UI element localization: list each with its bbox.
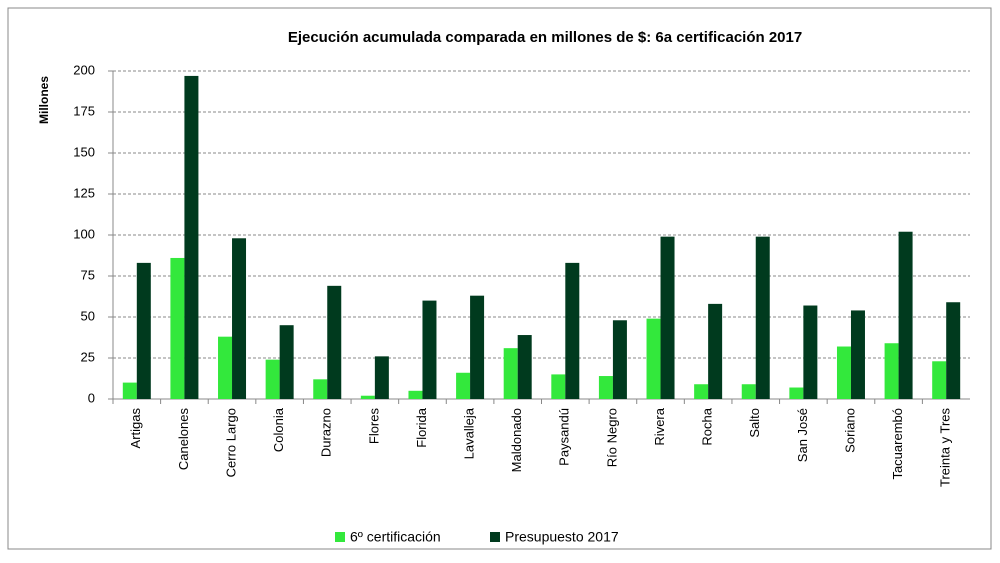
- legend-label: Presupuesto 2017: [505, 529, 619, 545]
- y-tick-label: 200: [73, 62, 95, 77]
- y-tick-label: 175: [73, 103, 95, 118]
- bar: [551, 374, 566, 399]
- bar: [184, 75, 199, 400]
- x-tick-label: Colonia: [271, 407, 286, 452]
- bar: [122, 382, 137, 399]
- bar: [789, 387, 804, 399]
- bar: [708, 303, 723, 399]
- bar: [660, 236, 675, 399]
- x-tick-label: Treinta y Tres: [938, 408, 953, 487]
- bar: [741, 384, 756, 399]
- bar: [313, 379, 328, 399]
- chart-frame: [7, 7, 992, 550]
- bar: [232, 238, 247, 399]
- bar: [694, 384, 709, 399]
- bar: [456, 372, 471, 399]
- x-tick-label: Paysandú: [557, 408, 572, 466]
- bar: [932, 361, 947, 399]
- bar: [565, 262, 580, 399]
- bar: [646, 318, 661, 399]
- bar: [598, 376, 613, 399]
- bar: [836, 346, 851, 399]
- bar: [884, 343, 899, 399]
- x-tick-label: San José: [795, 408, 810, 462]
- bar: [850, 310, 865, 399]
- x-tick-label: Salto: [747, 408, 762, 438]
- chart-title: Ejecución acumulada comparada en millone…: [288, 29, 802, 46]
- bar: [755, 236, 770, 399]
- x-tick-label: Florida: [414, 407, 429, 448]
- bar: [170, 257, 185, 399]
- y-tick-label: 125: [73, 185, 95, 200]
- bar: [408, 390, 423, 399]
- x-tick-label: Soriano: [842, 408, 857, 453]
- bar: [360, 395, 375, 399]
- y-axis-label: Millones: [37, 76, 51, 124]
- bar: [265, 359, 280, 399]
- bar: [218, 336, 233, 399]
- bar: [946, 302, 961, 399]
- y-tick-label: 75: [81, 267, 95, 282]
- x-tick-label: Rocha: [700, 407, 715, 445]
- bar: [503, 348, 518, 399]
- bar: [422, 300, 437, 399]
- bar: [374, 356, 389, 399]
- bar: [898, 231, 913, 399]
- x-tick-label: Cerro Largo: [223, 408, 238, 477]
- bar: [517, 335, 532, 399]
- y-tick-label: 100: [73, 226, 95, 241]
- x-tick-label: Rivera: [652, 407, 667, 445]
- x-tick-label: Durazno: [319, 408, 334, 457]
- bar: [470, 295, 485, 399]
- bar: [803, 305, 818, 399]
- x-tick-label: Tacuarembó: [890, 408, 905, 480]
- x-tick-label: Artigas: [128, 408, 143, 449]
- y-tick-label: 150: [73, 144, 95, 159]
- x-tick-label: Canelones: [176, 408, 191, 471]
- x-tick-label: Río Negro: [604, 408, 619, 467]
- bar: [136, 262, 151, 399]
- bar: [612, 320, 627, 399]
- legend-swatch: [335, 532, 345, 542]
- x-tick-label: Maldonado: [509, 408, 524, 472]
- bar: [327, 285, 342, 399]
- x-tick-label: Flores: [366, 408, 381, 445]
- y-tick-label: 50: [81, 308, 95, 323]
- legend-swatch: [490, 532, 500, 542]
- bar: [279, 325, 294, 399]
- x-tick-label: Lavalleja: [462, 407, 477, 459]
- y-tick-label: 25: [81, 349, 95, 364]
- legend-label: 6º certificación: [350, 529, 441, 545]
- y-tick-label: 0: [88, 390, 95, 405]
